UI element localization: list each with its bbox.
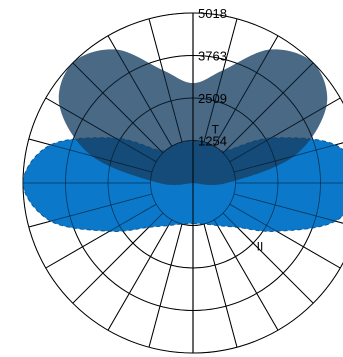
angle-grid-line-overlay <box>203 18 238 143</box>
angle-grid-line-overlay <box>45 203 157 269</box>
angle-grid-line-overlay <box>229 97 341 163</box>
angle-grid-line-overlay <box>213 219 279 331</box>
series-label-II: II <box>257 240 264 254</box>
series-label-T: T <box>212 123 220 137</box>
angle-grid-line-overlay <box>28 138 153 173</box>
radial-tick-label: 3763 <box>198 49 227 64</box>
angle-grid-line-overlay <box>222 62 314 154</box>
angle-grid-line-overlay <box>222 212 314 304</box>
labels-layer: 1254 2509 3763 5018 T II <box>198 6 263 254</box>
angle-grid-line-overlay <box>233 193 343 224</box>
angle-grid-line-overlay <box>203 223 238 348</box>
angle-grid-line-overlay <box>213 35 279 147</box>
grid-overlay <box>22 12 343 354</box>
radial-tick-label: 5018 <box>198 6 227 21</box>
radial-tick-label: 1254 <box>198 134 227 149</box>
angle-grid-line-overlay <box>148 18 183 143</box>
radial-tick-label: 2509 <box>198 91 227 106</box>
angle-grid-line-overlay <box>233 142 343 173</box>
series-layer <box>22 12 343 354</box>
angle-grid-line-overlay <box>72 212 164 304</box>
angle-grid-line-overlay <box>148 223 183 348</box>
angle-grid-line-overlay <box>229 203 341 269</box>
angle-grid-line-overlay <box>72 62 164 154</box>
angle-grid-line-overlay <box>107 35 173 147</box>
angle-grid-line-overlay <box>28 193 153 228</box>
angle-grid-line-overlay <box>107 219 173 331</box>
angle-grid-line-overlay <box>45 97 157 163</box>
